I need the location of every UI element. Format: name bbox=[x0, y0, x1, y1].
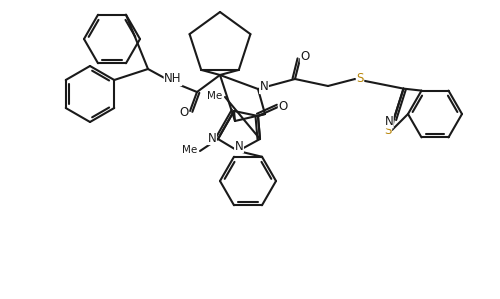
Text: N: N bbox=[234, 140, 244, 152]
Text: N: N bbox=[260, 80, 268, 94]
Text: S: S bbox=[356, 71, 364, 85]
Text: O: O bbox=[180, 106, 188, 120]
Text: Me: Me bbox=[208, 91, 222, 101]
Text: Me: Me bbox=[182, 145, 198, 155]
Text: S: S bbox=[384, 124, 392, 138]
Text: O: O bbox=[300, 50, 310, 62]
Text: NH: NH bbox=[164, 72, 182, 86]
Text: O: O bbox=[278, 100, 287, 114]
Text: N: N bbox=[384, 115, 393, 128]
Text: N: N bbox=[208, 132, 216, 144]
